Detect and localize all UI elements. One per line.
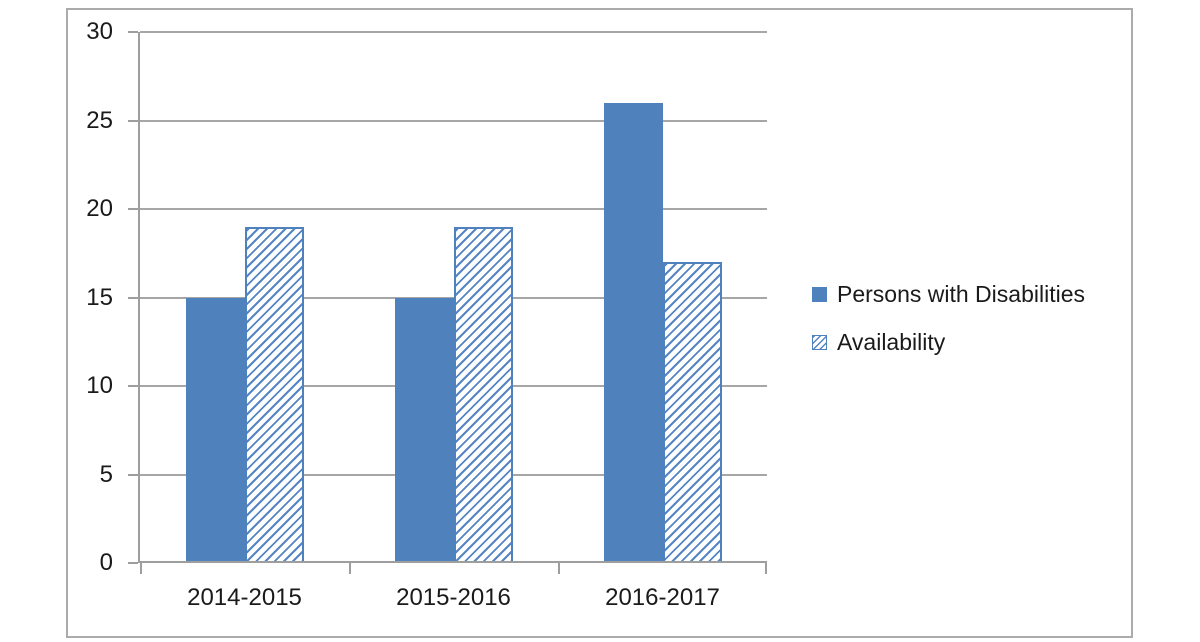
gridline <box>140 208 767 210</box>
y-tick-label: 15 <box>86 283 113 311</box>
bar-hatch-2015-2016 <box>453 226 513 563</box>
legend-marker-solid <box>812 286 827 302</box>
x-category-label: 2014-2015 <box>187 584 302 611</box>
y-axis-tick <box>128 208 138 210</box>
x-axis-tick <box>140 563 142 574</box>
legend-label: Availability <box>837 328 946 355</box>
legend-entry: Persons with Disabilities <box>812 280 1085 307</box>
bar-solid-2015-2016 <box>394 297 454 563</box>
y-axis-tick <box>128 562 138 564</box>
bar-hatch-2016-2017 <box>662 262 722 563</box>
bar-solid-2016-2017 <box>603 102 663 563</box>
y-tick-label: 5 <box>99 460 113 488</box>
bar-solid-2014-2015 <box>185 297 245 563</box>
y-tick-label: 20 <box>86 195 113 222</box>
chart-frame: 0 5 10 15 20 25 30 2014-2015 2015-2016 2016-2017… <box>66 8 1133 638</box>
y-axis-tick <box>128 296 138 299</box>
y-axis-tick <box>128 31 138 33</box>
bar-hatch-2014-2015 <box>244 226 304 563</box>
legend-marker-hatch <box>812 334 827 350</box>
legend-entry: Availability <box>812 328 1085 355</box>
x-category-label: 2015-2016 <box>396 584 511 611</box>
y-tick-label: 10 <box>86 372 113 399</box>
y-tick-label: 25 <box>86 106 113 134</box>
y-axis-tick <box>128 385 138 387</box>
y-tick-label: 0 <box>99 549 113 576</box>
x-axis-tick <box>558 563 560 574</box>
y-axis-tick <box>128 119 138 122</box>
x-axis-line <box>138 561 767 563</box>
gridline <box>140 31 767 33</box>
y-axis-line <box>138 32 140 563</box>
gridline <box>140 119 767 122</box>
x-axis-tick <box>349 563 351 574</box>
legend: Persons with Disabilities Availability <box>812 280 1085 378</box>
x-axis-tick <box>765 563 767 574</box>
x-category-label: 2016-2017 <box>605 584 720 611</box>
legend-label: Persons with Disabilities <box>837 280 1085 307</box>
plot-area: 0 5 10 15 20 25 30 2014-2015 2015-2016 2016-2017 <box>86 18 767 611</box>
y-tick-label: 30 <box>86 18 113 45</box>
y-axis-tick <box>128 473 138 476</box>
